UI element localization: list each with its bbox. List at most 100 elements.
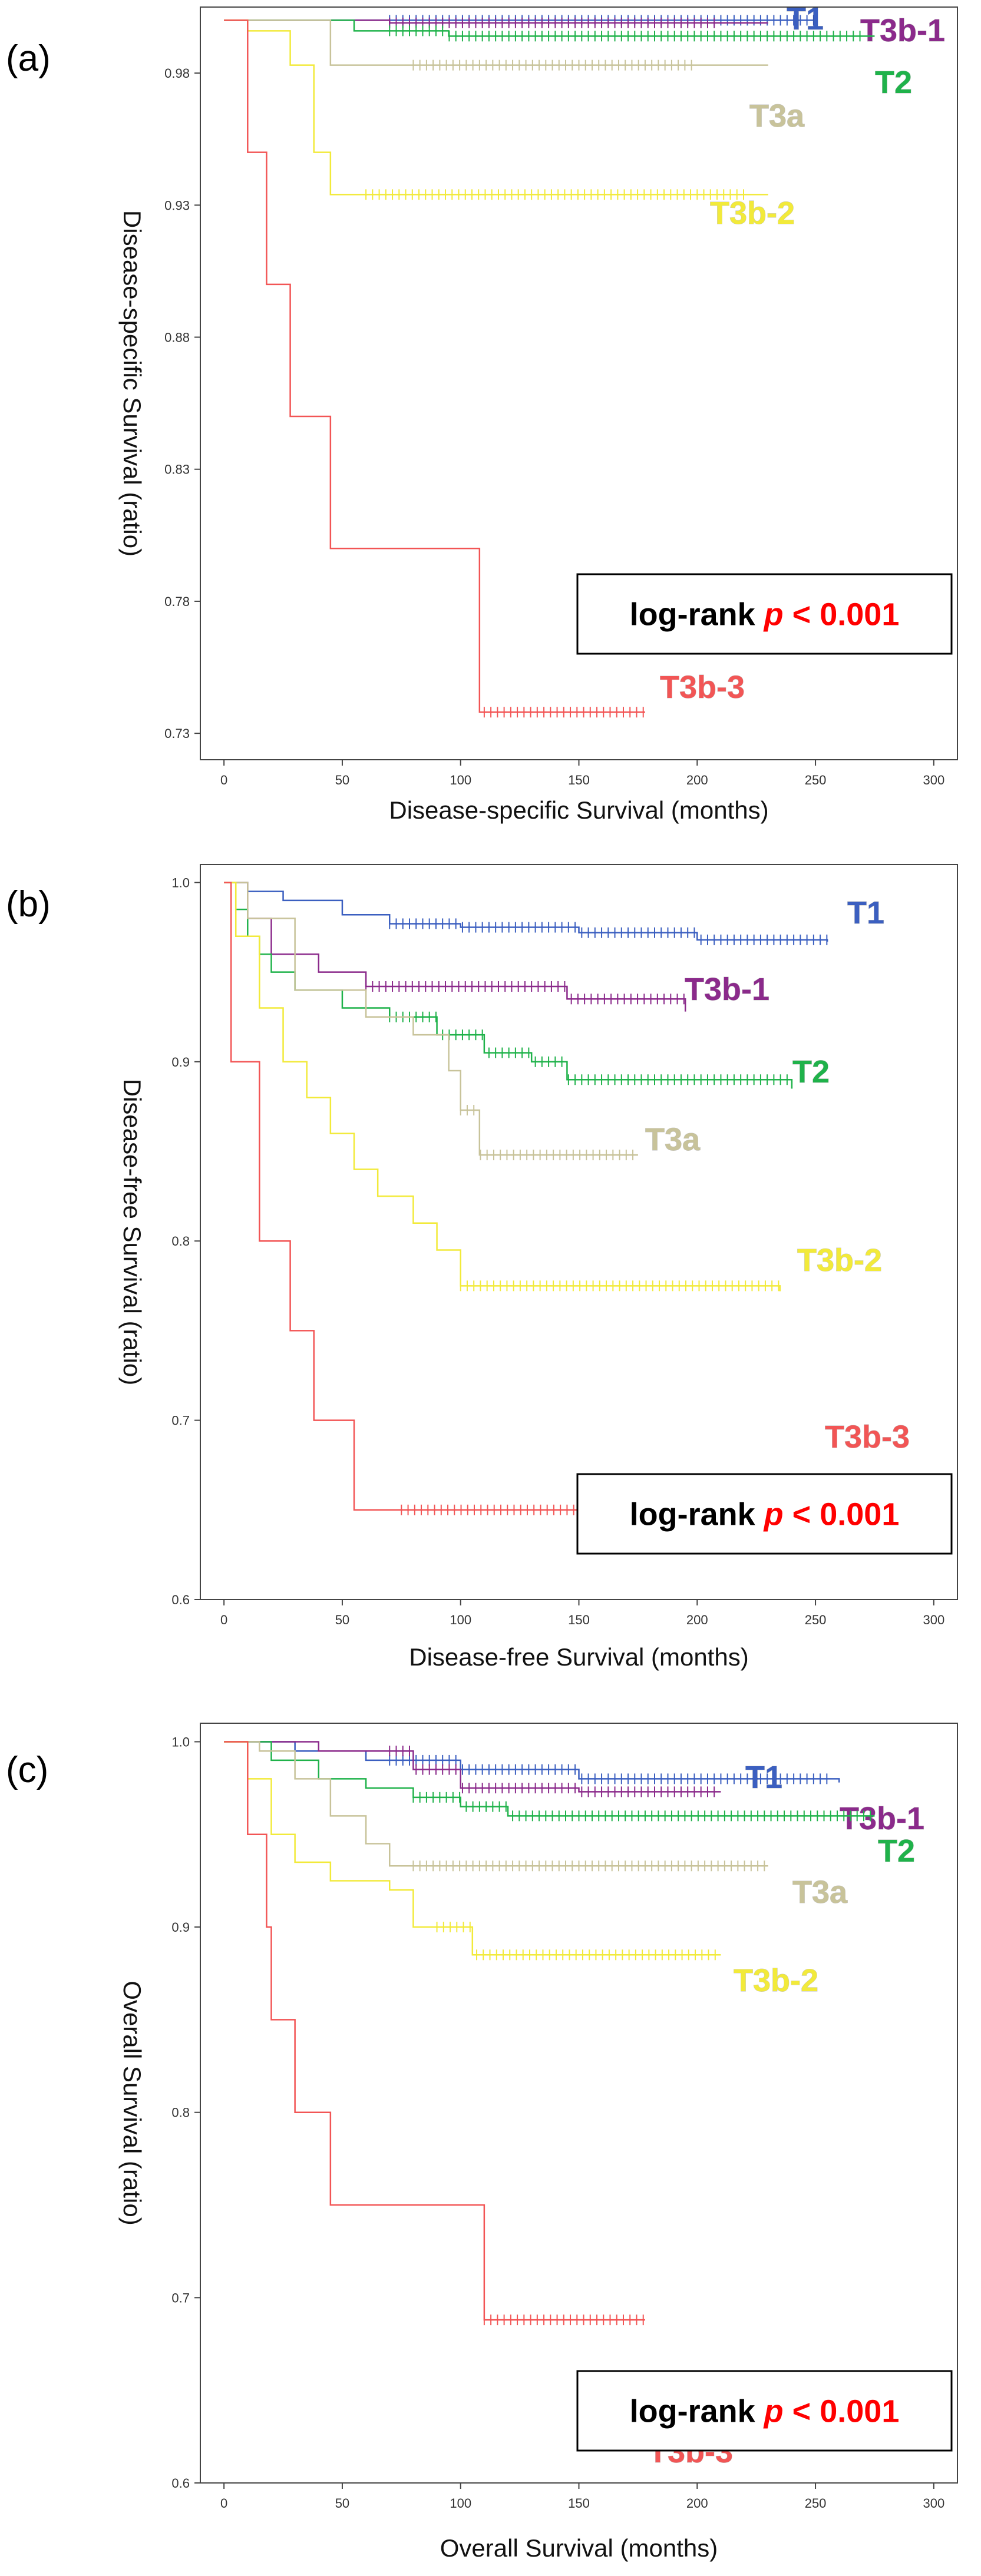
y-tick-label: 0.7 xyxy=(171,1413,190,1428)
series-label-t3b-1: T3b-1 xyxy=(685,972,769,1007)
x-tick-label: 0 xyxy=(220,773,227,787)
y-tick-label: 0.6 xyxy=(171,2476,190,2491)
series-line-t3b-2 xyxy=(224,19,768,196)
censor-marks-t3b-1 xyxy=(389,1746,715,1797)
y-axis-title: Disease-free Survival (ratio) xyxy=(118,1079,146,1386)
series-line-t1 xyxy=(224,882,828,942)
log-rank-box xyxy=(576,573,953,655)
censor-marks-t3b-3 xyxy=(483,2315,644,2326)
censor-marks-t3b-2 xyxy=(436,1922,716,1961)
series-line-t3b-3 xyxy=(224,882,858,1511)
censor-marks-t3a xyxy=(412,1860,765,1872)
x-tick-label: 0 xyxy=(220,2496,227,2511)
y-tick-label: 0.8 xyxy=(171,2105,190,2120)
series-label-t2: T2 xyxy=(878,1833,915,1869)
x-tick-label: 250 xyxy=(805,1613,827,1627)
series-label-t3a: T3a xyxy=(749,98,805,134)
series-line-t3a xyxy=(224,19,768,66)
y-tick-label: 0.8 xyxy=(171,1234,190,1249)
series-label-t1: T1 xyxy=(745,1760,782,1795)
series-label-t1: T1 xyxy=(787,1,824,37)
y-axis-title: Disease-specific Survival (ratio) xyxy=(118,210,146,557)
series-label-t1: T1 xyxy=(847,895,884,931)
x-tick-label: 300 xyxy=(923,773,944,787)
series-line-t3a xyxy=(224,882,638,1156)
x-tick-label: 100 xyxy=(450,1613,471,1627)
censor-marks-t2 xyxy=(412,1792,871,1822)
x-tick-label: 150 xyxy=(568,2496,590,2511)
x-tick-label: 50 xyxy=(335,773,349,787)
km-chart-a: (a) 0 50 100 150 200 250 300 0.73 0.78 0.83 0.88 0.9… xyxy=(6,1,958,824)
log-rank-text: log-rank p < 0.001 xyxy=(630,597,900,633)
series-label-t3b-1: T3b-1 xyxy=(840,1801,924,1836)
x-tick-label: 200 xyxy=(686,773,708,787)
km-chart-c: (c) 0 50 100 150 200 250 300 0.6 0.7 0.8 0.9 1.0 Over… xyxy=(6,1723,958,2562)
panel-letter: (c) xyxy=(6,1750,48,1790)
x-tick-label: 50 xyxy=(335,2496,349,2511)
x-tick-label: 100 xyxy=(450,2496,471,2511)
series-line-t3b-3 xyxy=(224,19,645,713)
panel-b: (b) 0 50 100 150 200 250 300 0.6 0.7 0.8 0.9 1.0 Dise… xyxy=(0,859,981,1717)
series-line-t3b-1 xyxy=(224,1741,721,1793)
log-rank-box xyxy=(576,2370,953,2452)
km-chart-b: (b) 0 50 100 150 200 250 300 0.6 0.7 0.8 0.9 1.0 Dise… xyxy=(6,864,958,1671)
x-tick-label: 250 xyxy=(805,773,827,787)
y-axis-title: Overall Survival (ratio) xyxy=(118,1981,146,2225)
series-label-t3b-1: T3b-1 xyxy=(860,13,945,48)
log-rank-box xyxy=(576,1473,953,1555)
series-line-t1 xyxy=(224,19,817,22)
y-tick-label: 0.6 xyxy=(171,1592,190,1607)
y-tick-label: 0.7 xyxy=(171,2290,190,2305)
censor-marks-t3a xyxy=(460,1105,634,1161)
panel-a: (a) 0 50 100 150 200 250 300 0.73 0.78 0.83 0.88 0.9… xyxy=(0,0,981,859)
x-tick-label: 200 xyxy=(686,2496,708,2511)
y-tick-label: 0.98 xyxy=(164,66,190,81)
y-tick-label: 0.73 xyxy=(164,726,190,741)
series-label-t3b-3: T3b-3 xyxy=(660,670,745,705)
series-line-t2 xyxy=(224,19,875,37)
x-tick-label: 300 xyxy=(923,2496,944,2511)
series-line-t3b-2 xyxy=(224,882,781,1292)
panel-letter: (b) xyxy=(6,884,51,925)
censor-marks-t1 xyxy=(389,918,828,945)
series-line-t3b-1 xyxy=(224,882,686,1012)
y-tick-label: 0.93 xyxy=(164,198,190,213)
censor-marks-t3a xyxy=(412,59,692,71)
censor-marks-t2 xyxy=(389,25,861,42)
x-axis-title: Disease-free Survival (months) xyxy=(409,1643,749,1671)
x-tick-label: 50 xyxy=(335,1613,349,1627)
x-axis-title: Overall Survival (months) xyxy=(440,2534,718,2562)
x-tick-label: 200 xyxy=(686,1613,708,1627)
x-tick-label: 0 xyxy=(220,1613,227,1627)
log-rank-text: log-rank p < 0.001 xyxy=(630,2394,900,2429)
x-tick-label: 150 xyxy=(568,773,590,787)
x-tick-label: 250 xyxy=(805,2496,827,2511)
series-line-t3a xyxy=(224,1741,768,1867)
x-tick-label: 100 xyxy=(450,773,471,787)
y-tick-label: 0.83 xyxy=(164,462,190,477)
series-line-t3b-2 xyxy=(224,1741,721,1956)
panel-c: (c) 0 50 100 150 200 250 300 0.6 0.7 0.8 0.9 1.0 Over… xyxy=(0,1717,981,2576)
series-label-t2: T2 xyxy=(875,65,912,100)
y-tick-label: 0.88 xyxy=(164,330,190,345)
series-label-t3b-2: T3b-2 xyxy=(734,1963,818,1998)
log-rank-text: log-rank p < 0.001 xyxy=(630,1497,900,1532)
series-label-t3b-2: T3b-2 xyxy=(710,196,795,231)
series-label-t3a: T3a xyxy=(792,1875,848,1910)
series-line-t1 xyxy=(224,1741,840,1783)
series-label-t3b-2: T3b-2 xyxy=(797,1243,882,1278)
censor-marks-t3b-2 xyxy=(365,189,744,200)
x-tick-label: 300 xyxy=(923,1613,944,1627)
plot-frame xyxy=(200,1723,958,2484)
y-tick-label: 0.78 xyxy=(164,594,190,609)
censor-marks-t1 xyxy=(389,1754,828,1784)
y-tick-label: 0.9 xyxy=(171,1055,190,1070)
x-axis-title: Disease-specific Survival (months) xyxy=(389,796,768,824)
censor-marks-t3b-2 xyxy=(460,1280,779,1292)
panel-letter: (a) xyxy=(6,38,51,79)
y-tick-label: 1.0 xyxy=(171,875,190,890)
y-tick-label: 0.9 xyxy=(171,1920,190,1935)
series-label-t3a: T3a xyxy=(645,1122,701,1157)
series-line-t2 xyxy=(224,1741,875,1817)
censor-marks-t2 xyxy=(389,1011,788,1085)
